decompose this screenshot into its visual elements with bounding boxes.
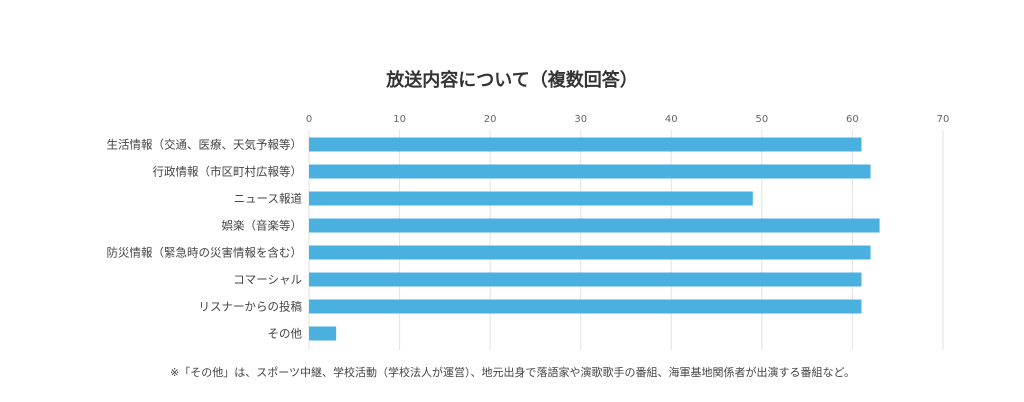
category-label: リスナーからの投稿 (199, 300, 303, 314)
bar (309, 326, 337, 341)
bar (309, 191, 753, 206)
bar (309, 137, 862, 152)
x-tick-label: 0 (306, 114, 312, 125)
x-tick-label: 50 (755, 114, 768, 125)
category-label: 生活情報（交通、医療、天気予報等） (107, 138, 303, 152)
x-tick-label: 60 (846, 114, 859, 125)
x-tick-label: 40 (665, 114, 678, 125)
category-label: 防災情報（緊急時の災害情報を含む） (107, 246, 303, 260)
bar (309, 218, 880, 233)
chart-title: 放送内容について（複数回答） (386, 70, 638, 91)
x-tick-label: 20 (484, 114, 497, 125)
category-label: その他 (268, 327, 303, 341)
bar (309, 164, 871, 179)
category-label: ニュース報道 (234, 192, 303, 206)
x-tick-label: 70 (937, 114, 950, 125)
category-label: 行政情報（市区町村広報等） (153, 165, 303, 179)
bar (309, 245, 871, 260)
x-tick-label: 30 (574, 114, 587, 125)
footnote: ※「その他」は、スポーツ中継、学校活動（学校法人が運営）、地元出身で落語家や演歌… (170, 366, 855, 379)
x-tick-label: 10 (393, 114, 406, 125)
bar (309, 272, 862, 287)
bar (309, 299, 862, 314)
category-label: コマーシャル (233, 273, 302, 287)
category-label: 娯楽（音楽等） (222, 219, 303, 233)
